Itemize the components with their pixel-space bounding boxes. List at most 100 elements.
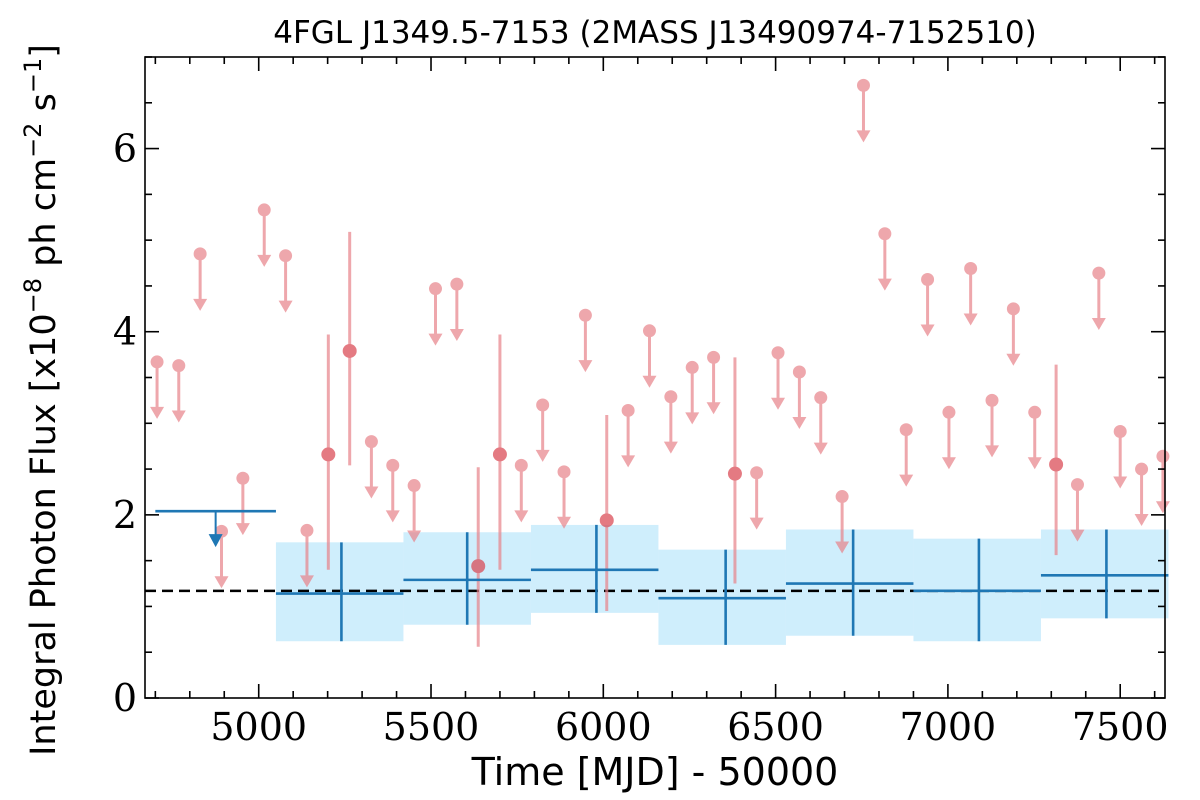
short-bin-series (150, 78, 1170, 647)
x-tick-label: 6500 (727, 705, 824, 749)
upper-limit-arrowhead (171, 410, 186, 423)
short-bin-upper-limit (150, 355, 165, 419)
upper-limit-point (707, 350, 721, 364)
short-bin-upper-limit (663, 390, 678, 454)
upper-limit-arrowhead (749, 517, 764, 530)
short-bin-upper-limit (899, 423, 914, 487)
upper-limit-arrowhead (428, 333, 443, 346)
long-bin-detection (403, 532, 531, 625)
y-tick-label: 0 (113, 676, 137, 720)
upper-limit-point (364, 435, 378, 449)
upper-limit-arrowhead (899, 474, 914, 487)
long-bin-detection (785, 529, 914, 636)
y-tick-label: 6 (113, 127, 137, 171)
y-axis-label: Integral Photon Flux [x10−8 ph cm−2 s−1] (19, 44, 64, 756)
x-tick-label: 5500 (383, 705, 480, 749)
short-bin-upper-limit (514, 458, 529, 523)
upper-limit-arrowhead (835, 541, 850, 554)
upper-limit-arrowhead (985, 445, 1000, 458)
short-bin-upper-limit (1155, 449, 1170, 514)
x-tick-label: 7500 (1072, 705, 1169, 749)
upper-limit-point (300, 523, 314, 537)
short-bin-upper-limit (642, 324, 657, 388)
short-bin-upper-limit (299, 523, 314, 588)
x-tick-label: 5000 (210, 705, 307, 749)
upper-limit-arrowhead (407, 530, 422, 543)
short-bin-upper-limit (856, 78, 871, 143)
upper-limit-point (1135, 462, 1149, 476)
long-bin-series (155, 509, 1169, 645)
upper-limit-point (621, 403, 635, 417)
short-bin-upper-limit (235, 471, 250, 536)
short-bin-upper-limit (428, 282, 443, 346)
upper-limit-point (1070, 478, 1084, 492)
short-bin-upper-limit (792, 365, 807, 429)
long-bin-error-band (1040, 529, 1169, 619)
upper-limit-point (536, 398, 550, 412)
detection-point (471, 559, 486, 574)
detection-point (321, 447, 336, 462)
short-bin-upper-limit (1134, 462, 1149, 527)
upper-limit-point (257, 203, 271, 217)
long-upper-limit-arrowhead (208, 534, 223, 548)
upper-limit-point (428, 282, 442, 296)
upper-limit-point (899, 423, 913, 437)
short-bin-upper-limit (985, 393, 1000, 458)
short-bin-detection (727, 357, 742, 584)
upper-limit-point (578, 308, 592, 322)
short-bin-upper-limit (1113, 425, 1128, 489)
upper-limit-point (514, 458, 528, 472)
y-label-exp2: −2 (19, 123, 47, 158)
upper-limit-point (1092, 266, 1106, 280)
upper-limit-point (921, 273, 935, 287)
upper-limit-arrowhead (813, 442, 828, 455)
short-bin-upper-limit (578, 308, 593, 373)
upper-limit-point (835, 490, 849, 504)
upper-limit-point (642, 324, 656, 338)
upper-limit-point (1113, 425, 1127, 439)
y-tick-label: 2 (113, 493, 137, 537)
upper-limit-arrowhead (856, 130, 871, 143)
y-label-s: s (24, 93, 64, 122)
short-bin-upper-limit (685, 360, 700, 425)
upper-limit-arrowhead (514, 510, 529, 523)
x-tick-label: 6000 (555, 705, 652, 749)
upper-limit-point (150, 355, 164, 369)
x-tick-labels: 5000 5500 6000 6500 7000 7500 (210, 705, 1168, 749)
short-bin-upper-limit (385, 458, 400, 523)
upper-limit-point (814, 391, 828, 405)
short-bin-upper-limit (621, 403, 636, 468)
short-bin-upper-limit (749, 466, 764, 530)
upper-limit-point (878, 227, 892, 241)
long-bin-detection (658, 549, 786, 645)
upper-limit-point (407, 479, 421, 493)
short-bin-upper-limit (1091, 266, 1106, 331)
short-bin-detection (599, 415, 614, 612)
upper-limit-point (279, 249, 293, 263)
upper-limit-arrowhead (193, 298, 208, 311)
upper-limit-arrowhead (1027, 457, 1042, 470)
upper-limit-point (1006, 302, 1020, 316)
long-bin-detection (275, 542, 404, 642)
upper-limit-point (942, 405, 956, 419)
upper-limit-arrowhead (877, 278, 892, 291)
detection-point (492, 447, 507, 462)
short-bin-detection (1049, 364, 1064, 556)
long-bin-detection (1040, 529, 1169, 619)
upper-limit-arrowhead (235, 523, 250, 536)
upper-limit-point (193, 247, 207, 261)
upper-limit-arrowhead (920, 324, 935, 337)
upper-limit-point (557, 465, 571, 479)
upper-limit-arrowhead (449, 329, 464, 342)
y-label-exp1: −8 (19, 278, 47, 313)
upper-limit-point (856, 78, 870, 92)
long-bin-upper-limit (155, 509, 276, 548)
upper-limit-arrowhead (385, 510, 400, 523)
upper-limit-arrowhead (278, 300, 293, 313)
detection-point (727, 466, 742, 481)
short-bin-upper-limit (941, 405, 956, 470)
y-label-mid: ph cm (24, 158, 64, 278)
upper-limit-arrowhead (1113, 476, 1128, 489)
short-bin-detection (321, 334, 336, 570)
